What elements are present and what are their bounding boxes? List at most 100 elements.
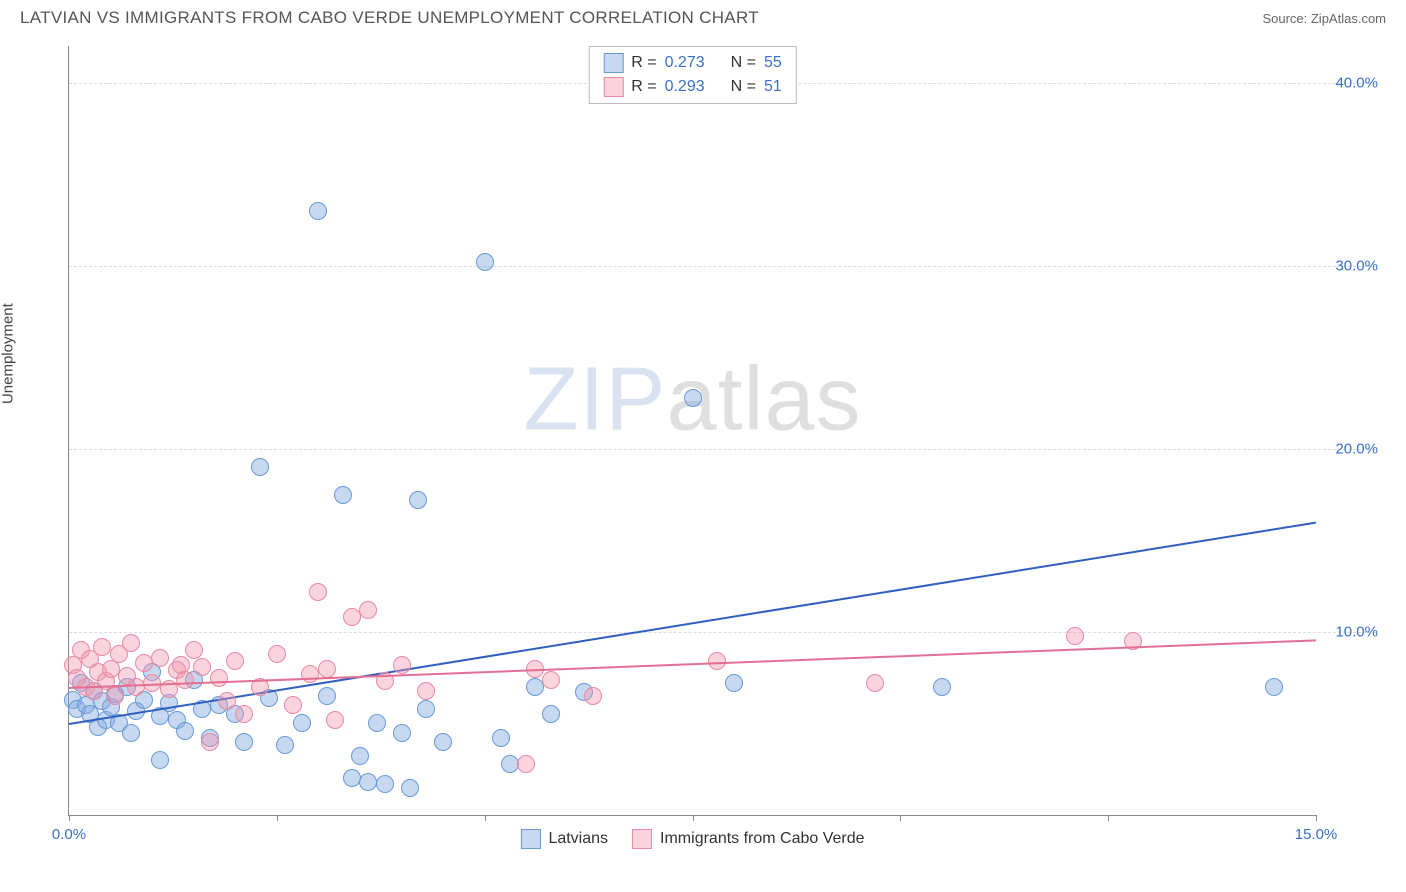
y-tick-label: 10.0% [1335, 623, 1378, 640]
data-point-latvians [725, 674, 743, 692]
data-point-cabo_verde [318, 660, 336, 678]
data-point-cabo_verde [218, 692, 236, 710]
data-point-cabo_verde [176, 671, 194, 689]
data-point-cabo_verde [226, 652, 244, 670]
legend-n-label: N = [731, 54, 756, 72]
data-point-cabo_verde [201, 733, 219, 751]
watermark-zip: ZIP [523, 349, 666, 449]
x-tick [485, 815, 486, 821]
chart-header: LATVIAN VS IMMIGRANTS FROM CABO VERDE UN… [0, 0, 1406, 32]
legend-swatch [520, 829, 540, 849]
data-point-cabo_verde [93, 638, 111, 656]
data-point-cabo_verde [185, 641, 203, 659]
legend-series-item: Latvians [520, 829, 608, 849]
data-point-cabo_verde [309, 583, 327, 601]
correlation-legend: R = 0.273 N = 55 R = 0.293 N = 51 [588, 46, 797, 104]
data-point-latvians [684, 389, 702, 407]
legend-r-label: R = [631, 78, 656, 96]
data-point-latvians [376, 775, 394, 793]
data-point-cabo_verde [127, 678, 145, 696]
data-point-latvians [1265, 678, 1283, 696]
data-point-latvians [368, 714, 386, 732]
data-point-latvians [122, 724, 140, 742]
x-tick-label: 15.0% [1295, 826, 1338, 843]
data-point-latvians [359, 773, 377, 791]
legend-n-value: 55 [764, 54, 782, 72]
x-tick [1316, 815, 1317, 821]
gridline [69, 266, 1376, 267]
legend-correlation-row: R = 0.293 N = 51 [599, 75, 786, 99]
legend-series-item: Immigrants from Cabo Verde [632, 829, 865, 849]
gridline [69, 632, 1376, 633]
x-tick [277, 815, 278, 821]
legend-swatch [603, 77, 623, 97]
y-tick-label: 40.0% [1335, 74, 1378, 91]
y-axis-label: Unemployment [0, 303, 17, 404]
data-point-cabo_verde [393, 656, 411, 674]
data-point-latvians [434, 733, 452, 751]
data-point-cabo_verde [210, 669, 228, 687]
data-point-cabo_verde [301, 665, 319, 683]
y-tick-label: 30.0% [1335, 257, 1378, 274]
scatter-plot-area: ZIPatlas R =0.273N =55R =0.293N =51 Latv… [68, 46, 1316, 816]
data-point-latvians [176, 722, 194, 740]
legend-series-label: Latvians [548, 830, 608, 848]
data-point-latvians [151, 751, 169, 769]
data-point-cabo_verde [417, 682, 435, 700]
data-point-cabo_verde [106, 687, 124, 705]
data-point-latvians [933, 678, 951, 696]
data-point-latvians [276, 736, 294, 754]
legend-swatch [632, 829, 652, 849]
data-point-latvians [235, 733, 253, 751]
gridline [69, 449, 1376, 450]
data-point-latvians [393, 724, 411, 742]
data-point-cabo_verde [542, 671, 560, 689]
x-tick [900, 815, 901, 821]
data-point-latvians [309, 202, 327, 220]
data-point-cabo_verde [359, 601, 377, 619]
data-point-latvians [526, 678, 544, 696]
data-point-latvians [343, 769, 361, 787]
legend-n-label: N = [731, 78, 756, 96]
data-point-cabo_verde [517, 755, 535, 773]
data-point-latvians [251, 458, 269, 476]
data-point-cabo_verde [343, 608, 361, 626]
data-point-latvians [318, 687, 336, 705]
data-point-latvians [334, 486, 352, 504]
x-tick [1108, 815, 1109, 821]
y-tick-label: 20.0% [1335, 440, 1378, 457]
legend-swatch [603, 53, 623, 73]
legend-n-value: 51 [764, 78, 782, 96]
data-point-latvians [409, 491, 427, 509]
data-point-latvians [417, 700, 435, 718]
series-legend: Latvians Immigrants from Cabo Verde [520, 829, 864, 849]
data-point-cabo_verde [268, 645, 286, 663]
data-point-cabo_verde [235, 705, 253, 723]
data-point-cabo_verde [284, 696, 302, 714]
legend-series-label: Immigrants from Cabo Verde [660, 830, 865, 848]
trend-line-cabo_verde [69, 639, 1316, 689]
x-tick [693, 815, 694, 821]
legend-r-label: R = [631, 54, 656, 72]
source-attribution: Source: ZipAtlas.com [1262, 11, 1386, 26]
data-point-cabo_verde [135, 654, 153, 672]
chart-container: Unemployment ZIPatlas R =0.273N =55R =0.… [20, 36, 1386, 856]
data-point-latvians [501, 755, 519, 773]
data-point-latvians [542, 705, 560, 723]
x-tick [69, 815, 70, 821]
data-point-latvians [293, 714, 311, 732]
data-point-cabo_verde [122, 634, 140, 652]
data-point-cabo_verde [151, 649, 169, 667]
legend-r-value: 0.273 [665, 54, 705, 72]
data-point-cabo_verde [1066, 627, 1084, 645]
legend-r-value: 0.293 [665, 78, 705, 96]
data-point-cabo_verde [584, 687, 602, 705]
chart-title: LATVIAN VS IMMIGRANTS FROM CABO VERDE UN… [20, 8, 759, 28]
legend-correlation-row: R = 0.273 N = 55 [599, 51, 786, 75]
data-point-latvians [476, 253, 494, 271]
data-point-cabo_verde [193, 658, 211, 676]
data-point-latvians [401, 779, 419, 797]
data-point-cabo_verde [866, 674, 884, 692]
data-point-cabo_verde [326, 711, 344, 729]
data-point-latvians [492, 729, 510, 747]
